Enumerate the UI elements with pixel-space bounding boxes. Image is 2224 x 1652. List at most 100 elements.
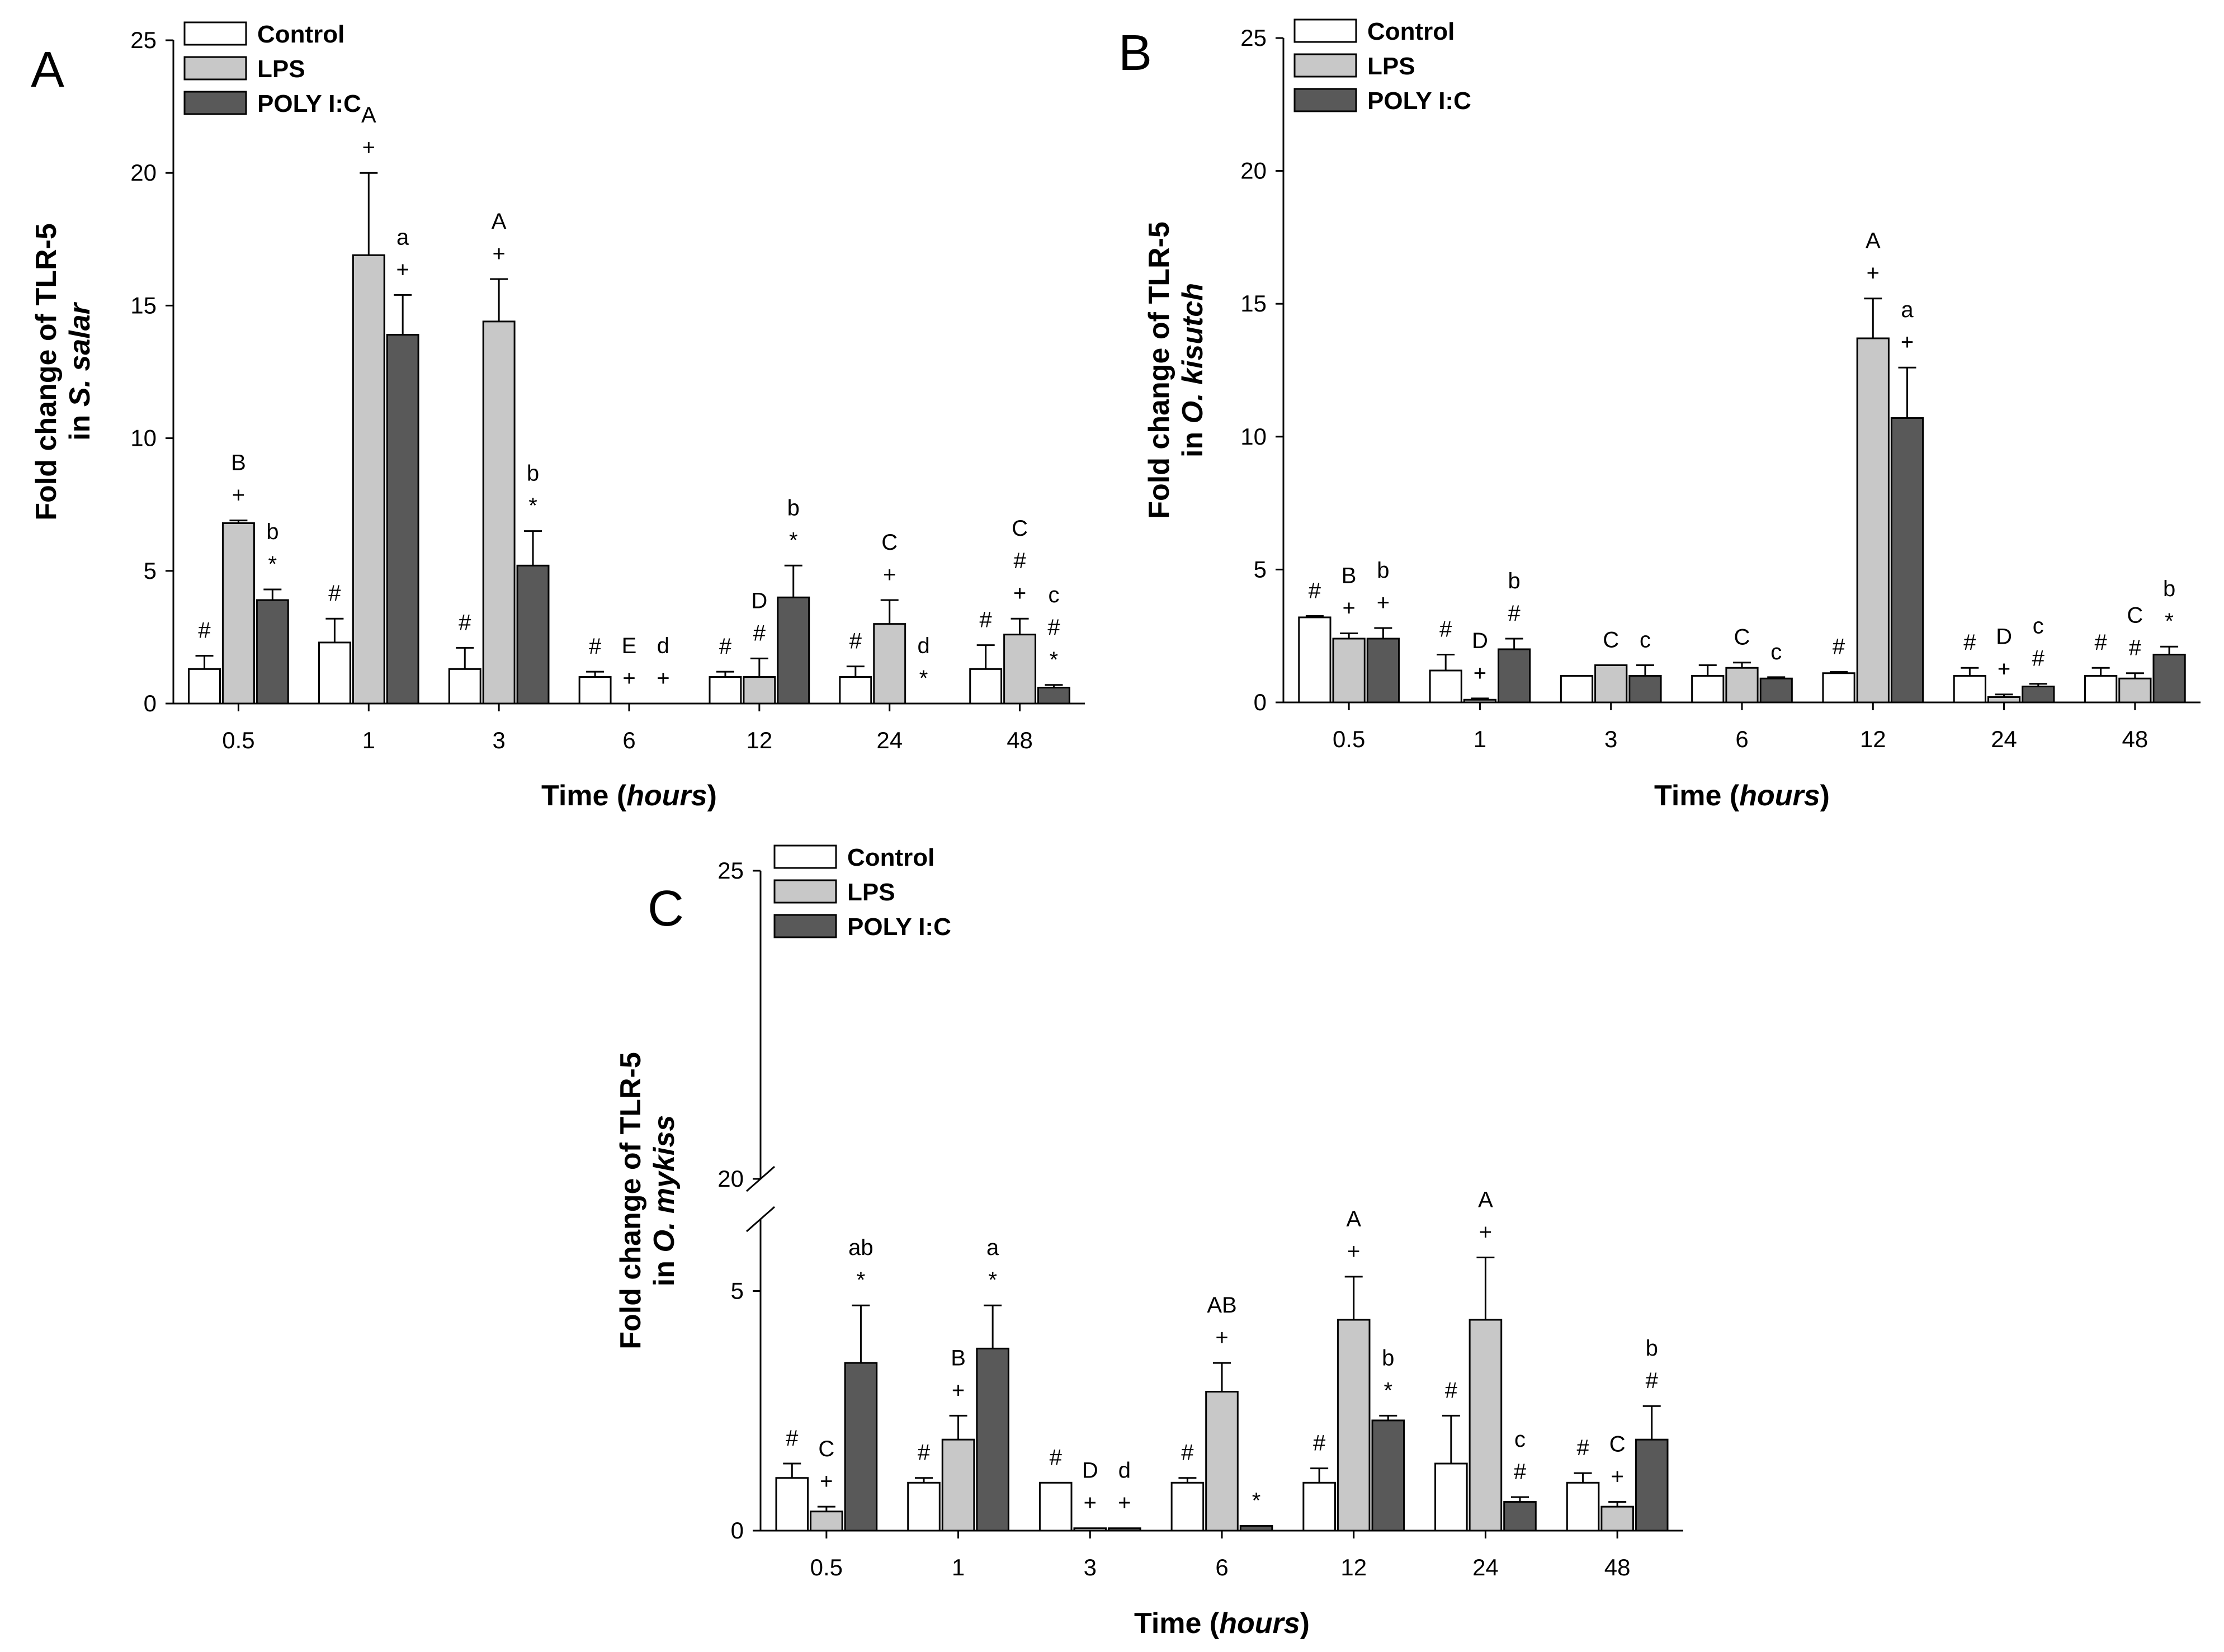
bar-annotation: + — [622, 666, 635, 691]
bar — [1725, 667, 1759, 704]
bar-annotation: + — [952, 1378, 965, 1403]
bar-annotation: + — [883, 563, 896, 587]
legend-entry: Control — [257, 21, 344, 48]
bar-annotation: d — [657, 634, 669, 658]
bar-annotation: + — [1901, 330, 1914, 355]
bar-annotation: + — [1118, 1491, 1131, 1516]
bar — [256, 599, 289, 705]
chart-panel-B: 0 5 10 15 20 25 0.5 1 3 6 12 24 48 # # # # # + B + D C C + A + D # C +… — [1118, 18, 2201, 812]
legend-swatch — [183, 56, 247, 81]
x-tick-label: 12 — [1340, 1554, 1367, 1580]
bar-annotation: # — [198, 619, 211, 643]
bar — [1759, 677, 1793, 704]
y-tick-label: 5 — [731, 1278, 744, 1304]
x-tick-label: 3 — [492, 727, 505, 753]
bar — [578, 676, 612, 705]
bar-annotation: b — [266, 520, 278, 544]
x-tick-label: 3 — [1604, 726, 1617, 752]
y-axis-label-species: O. mykiss — [648, 1115, 681, 1253]
bar-annotation: # — [719, 634, 732, 659]
bar-annotation: C — [1734, 625, 1750, 650]
bar-annotation: * — [2165, 609, 2174, 634]
bar-annotation: A — [1478, 1188, 1493, 1212]
y-axis-label-line1: Fold change of TLR-5 — [1143, 221, 1175, 519]
bar-annotation: + — [1084, 1491, 1097, 1516]
bar — [1856, 337, 1890, 704]
bar-annotation: b — [1382, 1346, 1394, 1370]
bar — [1003, 634, 1037, 705]
x-tick-label: 48 — [1604, 1554, 1631, 1580]
bar — [1038, 1481, 1073, 1532]
bar-annotation: c — [1514, 1427, 1526, 1452]
y-axis-label: Fold change of TLR-5in O. kisutch — [1143, 221, 1209, 519]
bar-annotation: # — [786, 1426, 799, 1451]
bar-annotation: # — [980, 608, 993, 633]
y-tick-label: 20 — [717, 1165, 744, 1192]
bar — [941, 1438, 975, 1532]
bar — [907, 1481, 941, 1532]
bar — [1170, 1481, 1205, 1532]
y-tick-label: 20 — [130, 159, 157, 186]
bar-annotation: # — [1576, 1436, 1589, 1460]
bar — [1205, 1390, 1239, 1532]
bar — [2118, 677, 2152, 704]
bar-annotation: * — [1252, 1488, 1261, 1513]
bar-annotation: C — [1609, 1432, 1626, 1457]
bar — [1890, 417, 1924, 704]
bar-annotation: # — [2095, 630, 2108, 655]
bar-annotation: + — [820, 1469, 833, 1494]
bar-annotation: a — [1901, 298, 1914, 322]
bar — [1594, 664, 1628, 704]
x-axis-label-unit: hours — [1219, 1607, 1300, 1640]
bar — [2022, 685, 2055, 704]
x-axis-label-prefix: Time ( — [1134, 1607, 1220, 1640]
bar — [1302, 1481, 1336, 1532]
bar-annotation: + — [1474, 661, 1486, 686]
y-tick-label: 15 — [130, 292, 157, 318]
x-axis-label-suffix: ) — [1300, 1607, 1310, 1640]
bar — [810, 1511, 843, 1532]
panel-label: A — [31, 42, 64, 98]
x-tick-label: 48 — [2122, 726, 2148, 752]
legend-swatch — [183, 91, 247, 115]
y-axis-label: Fold change of TLR-5in O. mykiss — [615, 1052, 681, 1349]
bar — [775, 1477, 809, 1532]
y-axis-label-line2: in — [648, 1253, 681, 1287]
bar — [1468, 1319, 1503, 1532]
bar — [221, 522, 255, 705]
x-tick-label: 6 — [622, 727, 635, 753]
bar-annotation: * — [857, 1268, 866, 1292]
bar-annotation: AB — [1207, 1293, 1236, 1318]
y-axis-label-species: S. salar — [64, 301, 96, 407]
x-axis-label-unit: hours — [1739, 780, 1820, 812]
x-tick-label: 24 — [876, 727, 903, 753]
bar — [1298, 616, 1331, 704]
bar-annotation: + — [1347, 1239, 1360, 1264]
bar-annotation: d — [917, 634, 929, 658]
bar — [873, 623, 906, 705]
bar — [839, 676, 872, 705]
bar — [448, 668, 481, 705]
x-tick-label: 1 — [952, 1554, 965, 1580]
bar-annotation: c — [1048, 583, 1059, 607]
chart-panel-C: 0 5 20 25 0.5 1 3 6 12 24 48 # # # # # # # + C + B + D + AB + A + A + C… — [615, 844, 1683, 1640]
bar-annotation: D — [1996, 625, 2012, 649]
bar-annotation: # — [1181, 1441, 1194, 1465]
bar — [1332, 638, 1366, 704]
y-tick-label: 25 — [717, 857, 744, 884]
bar-annotation: b — [1377, 558, 1389, 583]
bar-annotation: b — [1508, 569, 1521, 593]
bar-annotation: c — [1770, 640, 1782, 664]
legend-entry: LPS — [257, 55, 305, 83]
bar-annotation: # — [1646, 1368, 1659, 1393]
bar — [1239, 1524, 1273, 1532]
x-axis-label-suffix: ) — [1820, 780, 1830, 812]
y-tick-label: 5 — [144, 558, 157, 584]
bar — [844, 1362, 878, 1532]
bar-annotation: * — [1050, 648, 1059, 672]
bar-annotation: B — [1342, 563, 1357, 588]
x-tick-label: 12 — [1860, 726, 1886, 752]
bar-annotation: # — [1013, 549, 1026, 573]
bar-annotation: c — [2033, 614, 2044, 639]
